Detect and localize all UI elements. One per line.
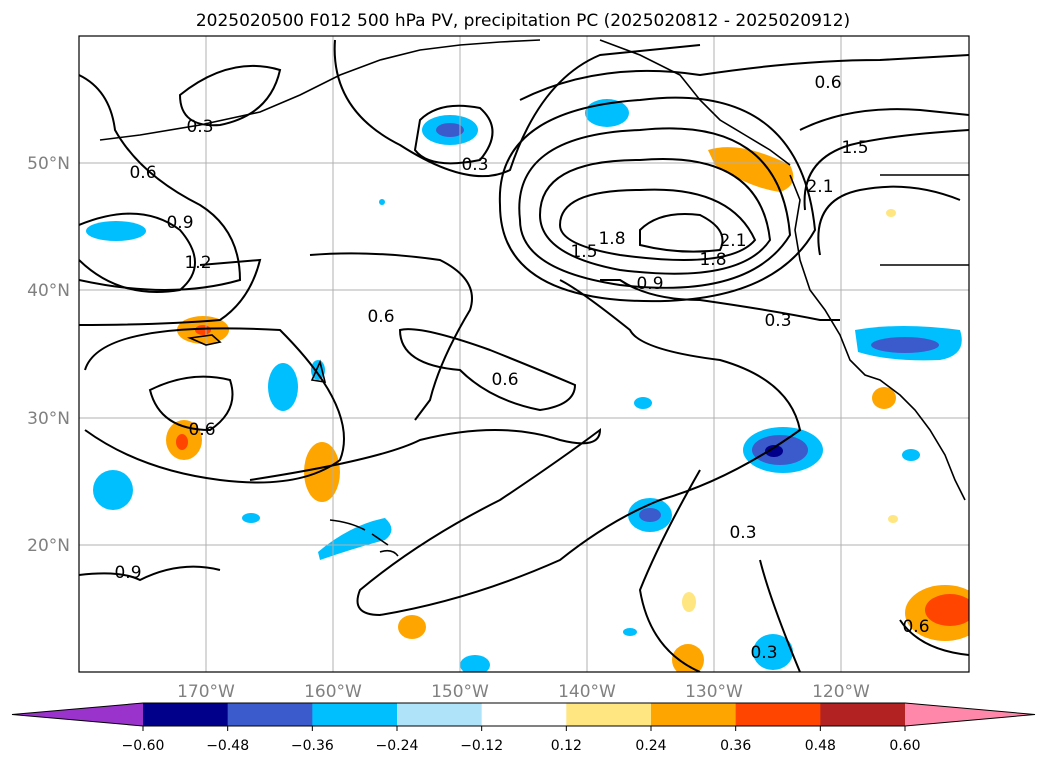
lon-label-140w: 140°W (558, 682, 616, 702)
contour-label: 0.3 (764, 311, 791, 331)
colorbar-segment (820, 703, 906, 726)
map-area: 0.3 0.6 0.9 1.2 1.5 1.8 2.1 0.6 0.3 0.6 … (79, 36, 969, 672)
colorbar-extend-max (905, 703, 1035, 726)
colorbar-tick-label: −0.24 (376, 738, 419, 754)
contour-label: 1.5 (570, 242, 597, 262)
figure-title: 2025020500 F012 500 hPa PV, precipitatio… (196, 11, 850, 31)
colorbar-segment (312, 703, 398, 726)
lat-label-40n: 40°N (27, 281, 70, 301)
lon-label-120w: 120°W (812, 682, 870, 702)
latitude-labels: 50°N 40°N 30°N 20°N (27, 154, 70, 556)
contour-labels: 0.3 0.6 0.9 1.2 1.5 1.8 2.1 0.6 0.3 0.6 … (114, 73, 929, 663)
contour-label: 1.5 (841, 138, 868, 158)
lon-label-160w: 160°W (304, 682, 362, 702)
lon-label-150w: 150°W (431, 682, 489, 702)
lat-label-50n: 50°N (27, 154, 70, 174)
coastlines (99, 39, 969, 557)
contour-label: 0.9 (114, 563, 141, 583)
contour-label: 0.9 (166, 213, 193, 233)
contour-label: 1.8 (598, 229, 625, 249)
colorbar-tick-label: 0.60 (889, 738, 920, 754)
contour-label: 0.3 (186, 117, 213, 137)
lon-label-170w: 170°W (177, 682, 235, 702)
contour-label: 1.2 (184, 253, 211, 273)
colorbar-tick-label: 0.24 (635, 738, 666, 754)
longitude-labels: 170°W 160°W 150°W 140°W 130°W 120°W (177, 682, 870, 702)
colorbar-tick-label: −0.12 (460, 738, 503, 754)
contour-label: 0.3 (461, 155, 488, 175)
map-background (79, 36, 969, 672)
contour-label: 1.8 (699, 250, 726, 270)
contour-label: 2.1 (806, 177, 833, 197)
colorbar-segment (227, 703, 313, 726)
contour-label: 0.6 (814, 73, 841, 93)
contour-label: 2.1 (719, 231, 746, 251)
colorbar-tick-label: −0.60 (122, 738, 165, 754)
colorbar-tick-label: 0.48 (805, 738, 836, 754)
gridlines (79, 36, 969, 672)
colorbar-segment (651, 703, 737, 726)
colorbar-tick-label: −0.48 (206, 738, 249, 754)
lon-label-130w: 130°W (685, 682, 743, 702)
contour-label: 0.6 (491, 370, 518, 390)
colorbar-tick-label: −0.36 (291, 738, 334, 754)
colorbar-extend-min (12, 703, 143, 726)
contour-label: 0.6 (188, 420, 215, 440)
lat-label-30n: 30°N (27, 409, 70, 429)
colorbar-segment (735, 703, 821, 726)
colorbar-tick-label: 0.12 (551, 738, 582, 754)
colorbar-segment (143, 703, 229, 726)
colorbar-tick-label: 0.36 (720, 738, 751, 754)
pv-contours (79, 39, 969, 672)
map-frame (78, 35, 970, 673)
precip-fill (86, 99, 969, 672)
contour-label: 0.3 (729, 523, 756, 543)
contour-label: 0.6 (367, 307, 394, 327)
colorbar: −0.60 −0.48 −0.36 −0.24 −0.12 0.12 0.24 0.36 0.4… (11, 702, 1036, 754)
contour-label: 0.6 (902, 617, 929, 637)
colorbar-segment (397, 703, 483, 726)
contour-label: 0.6 (129, 163, 156, 183)
lat-label-20n: 20°N (27, 536, 70, 556)
colorbar-segment (566, 703, 652, 726)
colorbar-segment (481, 703, 567, 726)
contour-label: 0.9 (636, 274, 663, 294)
contour-label: 0.3 (750, 643, 777, 663)
